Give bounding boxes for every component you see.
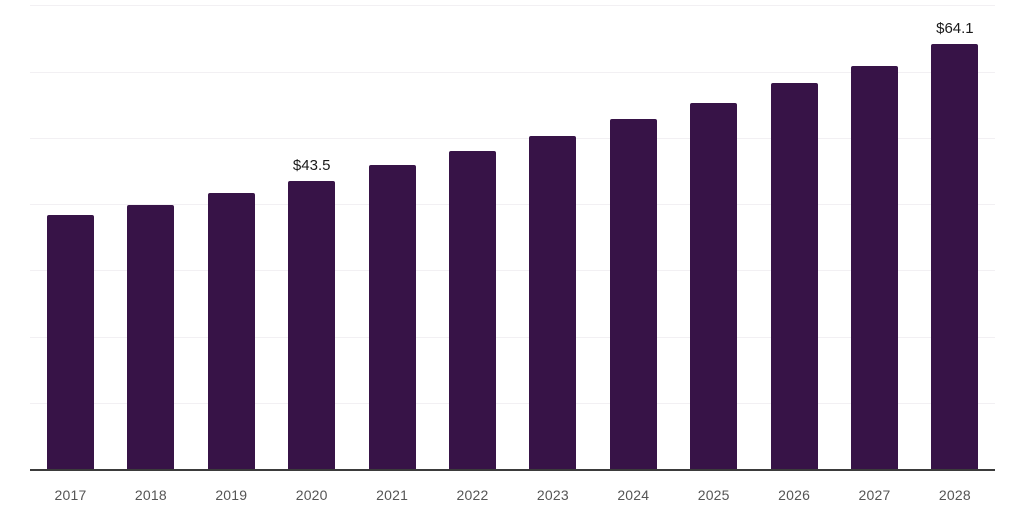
bar-group: [127, 205, 175, 469]
gridline: [30, 5, 995, 7]
x-tick-label-2024: 2024: [617, 487, 650, 503]
bar[interactable]: [529, 136, 577, 469]
x-tick-label-2025: 2025: [697, 487, 730, 503]
bar-group: [529, 136, 577, 469]
x-tick-label-2021: 2021: [376, 487, 409, 503]
x-tick-label-2028: 2028: [938, 487, 971, 503]
x-tick-label-2020: 2020: [295, 487, 328, 503]
plot-area: [30, 5, 995, 471]
bar[interactable]: [770, 82, 818, 469]
bar-group: [449, 151, 496, 469]
x-tick-label-2022: 2022: [456, 487, 489, 503]
bar-group: [47, 215, 94, 469]
bar-group: [609, 119, 657, 469]
bar-group: [368, 164, 416, 469]
gridline: [30, 270, 995, 272]
x-tick-label-2017: 2017: [54, 487, 87, 503]
bar[interactable]: [609, 119, 657, 469]
bar[interactable]: [851, 65, 898, 469]
bar-group: [690, 102, 738, 469]
bar-group: [207, 192, 255, 469]
x-tick-label-2027: 2027: [858, 487, 891, 503]
gridline: [30, 204, 995, 206]
gridline: [30, 402, 995, 404]
bar[interactable]: [288, 180, 336, 469]
bar-group: $64.1: [931, 21, 979, 469]
x-axis-line: [30, 469, 995, 471]
bar[interactable]: [47, 215, 94, 469]
bar[interactable]: [690, 102, 738, 469]
bar-value-label: $64.1: [936, 20, 974, 38]
x-axis-labels: 2017 2018 2019 2020 2021 2022 2023 2024 2025 2026…: [0, 470, 1024, 512]
bar-group: $43.5: [288, 158, 336, 469]
bars-layer: $43.5 $64.1: [47, 21, 979, 469]
bar[interactable]: [931, 44, 979, 469]
x-tick-label-2019: 2019: [215, 487, 248, 503]
x-tick-label-2026: 2026: [778, 487, 811, 503]
x-tick-label-2018: 2018: [134, 487, 167, 503]
gridline: [30, 336, 995, 338]
bar[interactable]: [449, 151, 496, 469]
bar-group: [851, 65, 898, 469]
bar[interactable]: [127, 205, 175, 469]
x-tick-label-2023: 2023: [536, 487, 569, 503]
bar-group: [770, 82, 818, 469]
bar-value-label: $43.5: [292, 156, 331, 174]
gridline: [30, 71, 995, 73]
bar[interactable]: [207, 192, 255, 469]
gridline: [30, 137, 995, 139]
bar[interactable]: [368, 164, 416, 469]
